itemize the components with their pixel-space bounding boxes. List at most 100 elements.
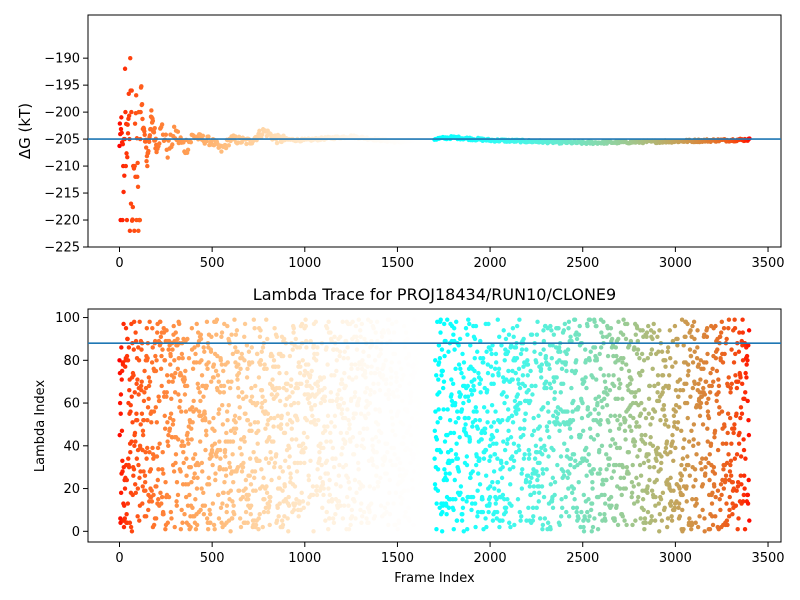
- lambda-point: [500, 464, 505, 470]
- lambda-point: [205, 366, 210, 372]
- lambda-point: [135, 486, 141, 491]
- lambda-point: [470, 424, 475, 429]
- lambda-point: [413, 355, 418, 361]
- lambda-point: [490, 343, 495, 348]
- lambda-point: [321, 486, 326, 491]
- lambda-point: [625, 321, 630, 327]
- lambda-point: [243, 477, 249, 483]
- lambda-point: [488, 364, 494, 369]
- lambda-point: [642, 516, 648, 521]
- lambda-point: [702, 392, 708, 397]
- lambda-point: [725, 522, 730, 528]
- x-tick-label: 3000: [659, 256, 692, 271]
- delta-g-point: [143, 145, 149, 150]
- lambda-point: [476, 370, 481, 376]
- lambda-point: [542, 516, 548, 521]
- lambda-point: [612, 413, 618, 419]
- lambda-point: [455, 456, 461, 461]
- lambda-point: [591, 467, 596, 472]
- lambda-point: [716, 390, 721, 395]
- lambda-point: [146, 396, 151, 401]
- lambda-point: [211, 415, 216, 421]
- lambda-point: [612, 441, 618, 446]
- lambda-point: [673, 388, 679, 393]
- lambda-point: [128, 402, 133, 408]
- lambda-point: [511, 464, 516, 470]
- lambda-point: [741, 499, 746, 504]
- lambda-point: [385, 450, 390, 455]
- lambda-point: [285, 422, 290, 427]
- delta-g-point: [130, 217, 135, 222]
- lambda-point: [352, 499, 357, 504]
- lambda-point: [679, 428, 684, 434]
- lambda-point: [379, 430, 384, 436]
- lambda-point: [621, 355, 626, 361]
- lambda-point: [342, 349, 347, 354]
- lambda-point: [117, 358, 122, 363]
- lambda-point: [189, 437, 194, 442]
- lambda-point: [420, 450, 425, 455]
- lambda-point: [665, 516, 671, 521]
- lambda-point: [493, 360, 499, 365]
- lambda-point: [611, 373, 616, 378]
- lambda-point: [219, 334, 224, 339]
- lambda-point: [439, 373, 444, 378]
- delta-g-point: [122, 66, 128, 71]
- lambda-point: [543, 353, 549, 359]
- lambda-point: [739, 411, 745, 416]
- lambda-point: [505, 497, 510, 502]
- lambda-point: [384, 471, 389, 476]
- lambda-point: [746, 477, 751, 483]
- lambda-point: [649, 514, 654, 519]
- lambda-point: [199, 373, 205, 378]
- lambda-point: [225, 417, 230, 423]
- lambda-point: [595, 432, 600, 438]
- lambda-point: [588, 411, 593, 416]
- lambda-point: [181, 460, 186, 466]
- lambda-point: [257, 334, 263, 339]
- lambda-point: [144, 514, 149, 519]
- lambda-point: [335, 396, 340, 401]
- lambda-point: [185, 482, 191, 487]
- lambda-point: [437, 355, 443, 361]
- lambda-point: [543, 447, 548, 453]
- lambda-point: [454, 441, 459, 446]
- lambda-point: [626, 368, 632, 374]
- lambda-point: [136, 392, 141, 397]
- lambda-point: [324, 458, 330, 463]
- lambda-point: [383, 381, 389, 387]
- lambda-point: [398, 366, 404, 372]
- lambda-point: [571, 398, 576, 404]
- x-tick-label: 500: [200, 551, 225, 566]
- lambda-point: [118, 411, 123, 416]
- lambda-point: [330, 516, 336, 521]
- lambda-point: [393, 490, 399, 496]
- lambda-point: [703, 464, 708, 470]
- lambda-point: [359, 501, 364, 506]
- lambda-point: [633, 332, 638, 337]
- lambda-point: [385, 501, 390, 506]
- lambda-point: [301, 430, 307, 436]
- lambda-point: [529, 332, 535, 337]
- lambda-point: [264, 484, 269, 489]
- lambda-point: [514, 355, 520, 361]
- lambda-point: [265, 336, 270, 342]
- lambda-point: [337, 402, 343, 408]
- lambda-point: [168, 411, 174, 416]
- lambda-point: [208, 349, 214, 354]
- lambda-point: [515, 392, 520, 397]
- lambda-point: [489, 424, 494, 429]
- lambda-point: [728, 458, 734, 463]
- lambda-point: [608, 413, 613, 419]
- lambda-point: [512, 522, 517, 528]
- lambda-point: [315, 345, 320, 350]
- lambda-point: [589, 471, 595, 476]
- lambda-point: [196, 409, 202, 414]
- lambda-point: [403, 330, 409, 335]
- lambda-point: [434, 373, 439, 378]
- lambda-point: [592, 345, 598, 350]
- lambda-point: [641, 507, 646, 513]
- lambda-point: [632, 345, 637, 350]
- lambda-point: [605, 326, 611, 331]
